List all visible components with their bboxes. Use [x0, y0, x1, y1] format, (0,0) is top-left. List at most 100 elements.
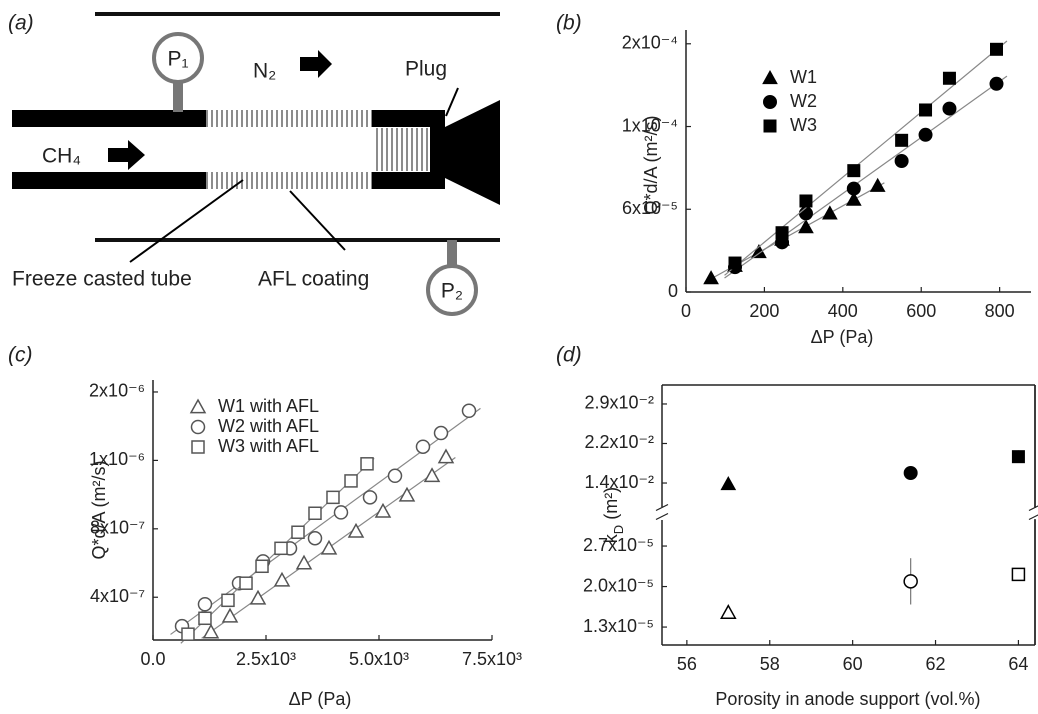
marker	[255, 559, 269, 574]
marker	[202, 623, 220, 639]
marker	[799, 194, 813, 208]
pointer	[129, 179, 244, 263]
marker	[181, 627, 195, 641]
axis-break	[655, 512, 669, 521]
marker	[239, 576, 253, 590]
y-axis-label: kD (m²)	[601, 487, 626, 543]
marker	[903, 466, 918, 481]
marker	[415, 439, 431, 454]
y-tick-label: 4x10⁻⁷	[90, 586, 145, 606]
chart: (c) 0.0 2.5x10³ 5.0x10³ 7.5x10³ ΔP (Pa) Q*d/A …	[8, 344, 522, 709]
legend-marker	[191, 440, 205, 454]
marker	[1011, 567, 1026, 582]
y-axis-label: Q*d/A (m²/s)	[89, 460, 109, 559]
y-tick-label: 1.4x10⁻²	[584, 472, 654, 492]
y-axis-label-part: Q*d/A (m²/s)	[89, 460, 109, 559]
x-tick-label: 7.5x10³	[462, 649, 522, 669]
marker	[894, 154, 909, 168]
legend-marker	[189, 398, 207, 414]
y-axis-label-part: k	[601, 533, 621, 543]
y-tick-label: 2.0x10⁻⁵	[583, 575, 654, 595]
x-tick-label: 0	[681, 301, 691, 321]
gauge	[152, 32, 204, 84]
freeze-cast-tube	[206, 110, 372, 127]
marker	[433, 425, 449, 441]
gauge-label: P₁	[167, 48, 188, 71]
y-axis-label-part: Q*d/A (m²/s)	[641, 115, 661, 214]
marker	[847, 164, 861, 178]
marker	[326, 490, 340, 505]
legend-marker	[763, 95, 777, 109]
gauge	[426, 264, 478, 316]
diagram: (a) P₁ P₂ N₂ CH₄ Plug Freeze casted tube…	[8, 12, 500, 316]
gas-label: CH₄	[42, 145, 81, 168]
marker	[846, 181, 861, 196]
cap-coating	[374, 128, 428, 171]
chart: (d) 56 58 60 62 64 Porosity in anode support (…	[556, 344, 1038, 709]
marker	[942, 101, 957, 116]
x-tick-label: 400	[828, 301, 858, 321]
y-axis-label-part: D	[611, 525, 626, 534]
fit-line	[724, 75, 1008, 279]
x-tick-label: 2.5x10³	[236, 649, 296, 669]
marker	[221, 593, 235, 608]
panel-label: (b)	[556, 12, 582, 35]
callout: AFL coating	[258, 268, 369, 291]
x-axis-label: Porosity in anode support (vol.%)	[715, 689, 980, 709]
x-axis-label: ΔP (Pa)	[289, 689, 352, 709]
marker	[895, 133, 909, 147]
x-tick-label: 200	[749, 301, 779, 321]
marker	[347, 522, 365, 538]
y-tick-label: 0	[668, 281, 678, 301]
legend-label: W2	[790, 91, 817, 111]
marker	[822, 205, 838, 220]
end-cap	[372, 110, 445, 189]
x-tick-label: 56	[677, 654, 697, 674]
legend-label: W2 with AFL	[218, 416, 319, 436]
y-axis-label: Q*d/A (m²/s)	[641, 115, 661, 214]
gas-label: N₂	[253, 60, 276, 83]
marker	[197, 597, 213, 612]
marker	[291, 525, 305, 539]
marker	[720, 476, 737, 491]
marker	[720, 604, 737, 619]
fit-line	[724, 40, 1008, 276]
pointer	[445, 87, 459, 117]
pointer	[289, 190, 346, 251]
legend-marker	[190, 419, 206, 435]
legend-label: W3	[790, 115, 817, 135]
marker	[362, 490, 378, 505]
marker	[461, 403, 477, 419]
marker	[703, 270, 719, 285]
y-tick-label: 1x10⁻⁶	[89, 449, 145, 469]
y-tick-label: 1.3x10⁻⁵	[583, 616, 654, 636]
plug-label: Plug	[405, 58, 447, 81]
marker	[307, 530, 323, 546]
marker	[333, 505, 349, 520]
marker	[918, 127, 933, 142]
x-tick-label: 600	[906, 301, 936, 321]
y-tick-label: 1x10⁻⁴	[622, 115, 678, 135]
marker	[360, 457, 374, 471]
x-tick-label: 60	[843, 654, 863, 674]
y-tick-label: 2x10⁻⁶	[89, 381, 145, 401]
tube-wall	[12, 172, 206, 189]
marker	[775, 226, 789, 240]
flow-arrow	[108, 140, 145, 170]
marker	[798, 206, 813, 221]
axis-break-gap	[1029, 508, 1038, 519]
marker	[344, 474, 358, 488]
x-tick-label: 5.0x10³	[349, 649, 409, 669]
axis-break	[1028, 514, 1038, 521]
marker	[869, 177, 886, 192]
marker	[437, 448, 455, 464]
legend-marker	[763, 119, 777, 133]
marker	[198, 611, 212, 626]
marker	[845, 191, 862, 206]
y-tick-label: 8x10⁻⁷	[90, 518, 145, 538]
marker	[919, 103, 933, 117]
x-axis-label: ΔP (Pa)	[811, 327, 874, 347]
legend-label: W1	[790, 67, 817, 87]
